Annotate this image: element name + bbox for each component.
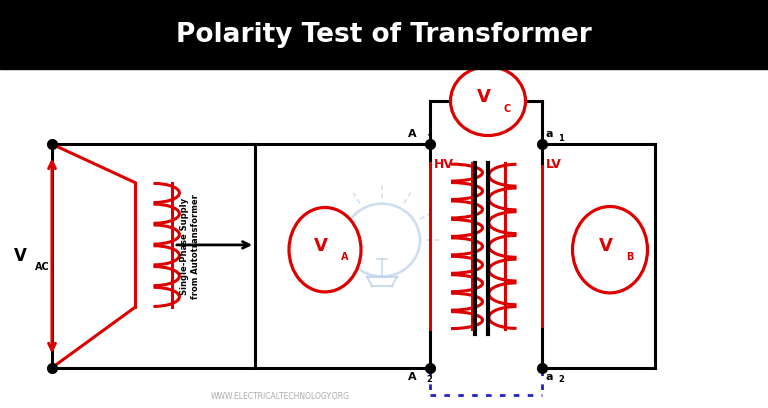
Text: AC: AC <box>35 262 50 273</box>
Text: C: C <box>504 104 511 114</box>
Ellipse shape <box>451 67 525 135</box>
Text: 2: 2 <box>426 375 432 384</box>
Text: 1: 1 <box>558 134 564 143</box>
Text: A: A <box>409 129 417 140</box>
Ellipse shape <box>572 206 647 293</box>
Text: V: V <box>14 247 26 265</box>
Text: A: A <box>409 372 417 381</box>
Text: 2: 2 <box>558 375 564 384</box>
Text: Polarity Test of Transformer: Polarity Test of Transformer <box>176 22 592 48</box>
Text: WWW.ELECTRICALTECHNOLOGY.ORG: WWW.ELECTRICALTECHNOLOGY.ORG <box>210 392 349 401</box>
Text: 1: 1 <box>426 134 432 143</box>
Text: B: B <box>626 253 634 262</box>
Ellipse shape <box>289 208 361 292</box>
Text: HV: HV <box>434 157 454 171</box>
Text: V: V <box>314 237 328 255</box>
Text: V: V <box>477 88 491 106</box>
Text: V: V <box>599 237 613 255</box>
Text: Single-Phase Supply
from Autotransformer: Single-Phase Supply from Autotransformer <box>180 194 200 299</box>
Text: A: A <box>341 253 349 262</box>
Text: a: a <box>546 372 554 381</box>
Text: LV: LV <box>546 157 562 171</box>
Text: a: a <box>546 129 554 140</box>
